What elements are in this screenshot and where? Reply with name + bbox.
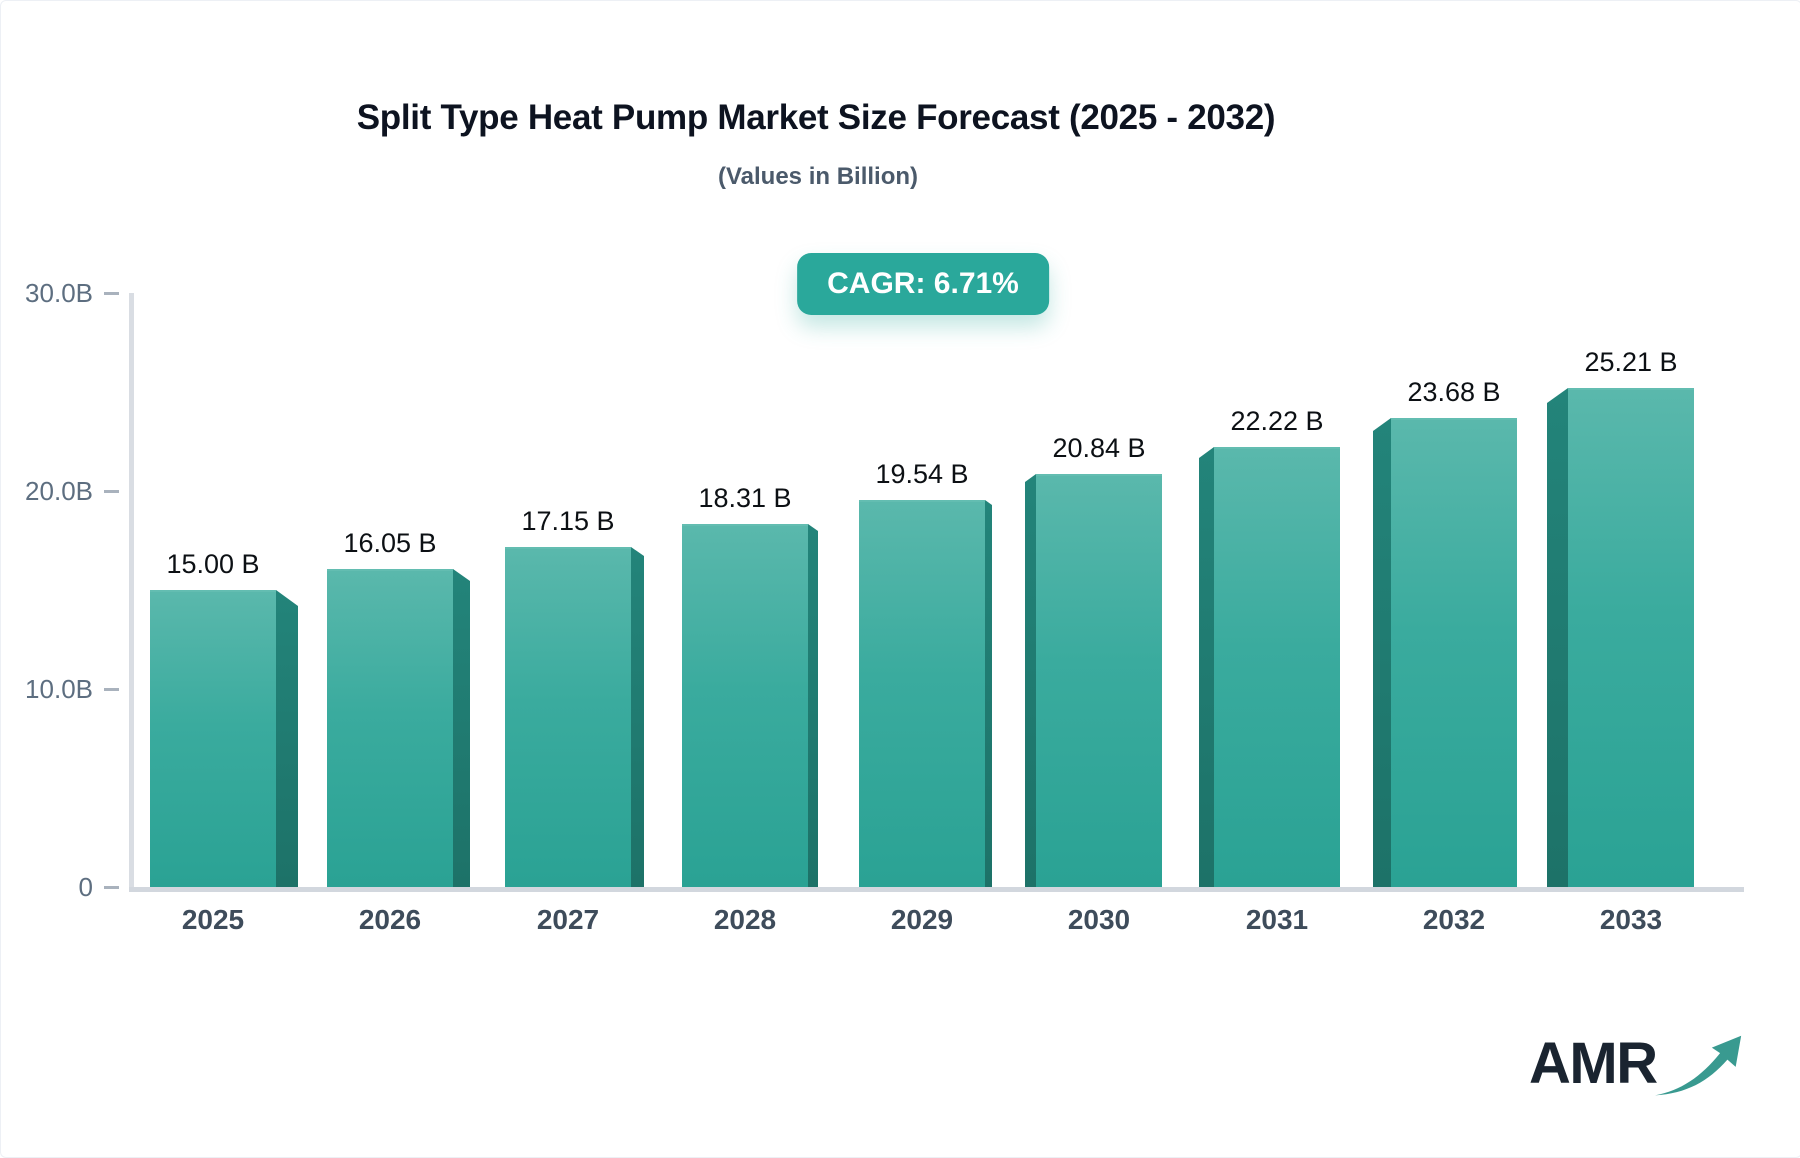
amr-logo: AMR bbox=[1529, 1033, 1745, 1099]
x-tick-label-2026: 2026 bbox=[358, 904, 422, 935]
bar-2033 bbox=[1568, 388, 1694, 889]
bar-side-2030 bbox=[1025, 474, 1036, 887]
x-tick-label-2029: 2029 bbox=[890, 904, 954, 935]
y-tick-mark bbox=[104, 688, 119, 691]
bar-side-2025 bbox=[276, 590, 298, 887]
y-tick-mark bbox=[104, 490, 119, 493]
y-tick-label: 0 bbox=[78, 872, 93, 902]
growth-arrow-icon bbox=[1654, 1035, 1741, 1096]
bar-2026 bbox=[327, 569, 453, 889]
chart-title: Split Type Heat Pump Market Size Forecas… bbox=[356, 98, 1276, 137]
x-tick-label-2032: 2032 bbox=[1422, 904, 1486, 935]
x-tick-label-2025: 2025 bbox=[181, 904, 245, 935]
x-tick-label-2030: 2030 bbox=[1067, 904, 1131, 935]
bar-side-2028 bbox=[808, 524, 818, 887]
y-tick-label: 30.0B bbox=[25, 278, 93, 308]
bar-side-2031 bbox=[1199, 447, 1214, 887]
y-tick-label: 20.0B bbox=[25, 476, 93, 506]
y-tick-label: 10.0B bbox=[25, 674, 93, 704]
y-tick-mark bbox=[104, 292, 119, 295]
bar-side-2027 bbox=[631, 547, 644, 887]
bar-2028 bbox=[682, 524, 808, 889]
x-tick-label-2027: 2027 bbox=[536, 904, 600, 935]
bar-side-2032 bbox=[1373, 418, 1391, 887]
x-tick-label-2031: 2031 bbox=[1245, 904, 1309, 935]
bar-side-2026 bbox=[453, 569, 470, 887]
bar-2031 bbox=[1214, 447, 1340, 889]
amr-logo-text: AMR bbox=[1529, 1031, 1658, 1096]
bar-value-label-2026: 16.05 B bbox=[343, 528, 437, 558]
bar-2032 bbox=[1391, 418, 1517, 889]
x-tick-label-2028: 2028 bbox=[713, 904, 777, 935]
bar-2025 bbox=[150, 590, 276, 889]
bar-value-label-2027: 17.15 B bbox=[521, 506, 615, 536]
bar-value-label-2031: 22.22 B bbox=[1230, 406, 1324, 436]
bar-value-label-2025: 15.00 B bbox=[166, 549, 260, 579]
y-axis-line bbox=[129, 293, 134, 892]
chart-subtitle: (Values in Billion) bbox=[717, 163, 919, 190]
bar-value-label-2030: 20.84 B bbox=[1052, 433, 1146, 463]
bar-value-label-2028: 18.31 B bbox=[698, 483, 792, 513]
x-tick-label-2033: 2033 bbox=[1599, 904, 1663, 935]
bar-side-2033 bbox=[1547, 388, 1568, 887]
bar-2030 bbox=[1036, 474, 1162, 889]
bar-value-label-2033: 25.21 B bbox=[1584, 347, 1678, 377]
bar-side-2029 bbox=[985, 500, 992, 887]
bar-value-label-2032: 23.68 B bbox=[1407, 377, 1501, 407]
bar-2027 bbox=[505, 547, 631, 889]
y-tick-mark bbox=[104, 886, 119, 889]
x-axis-baseline bbox=[129, 887, 1744, 892]
bar-2029 bbox=[859, 500, 985, 889]
cagr-badge: CAGR: 6.71% bbox=[797, 253, 1049, 315]
bar-value-label-2029: 19.54 B bbox=[875, 459, 969, 489]
